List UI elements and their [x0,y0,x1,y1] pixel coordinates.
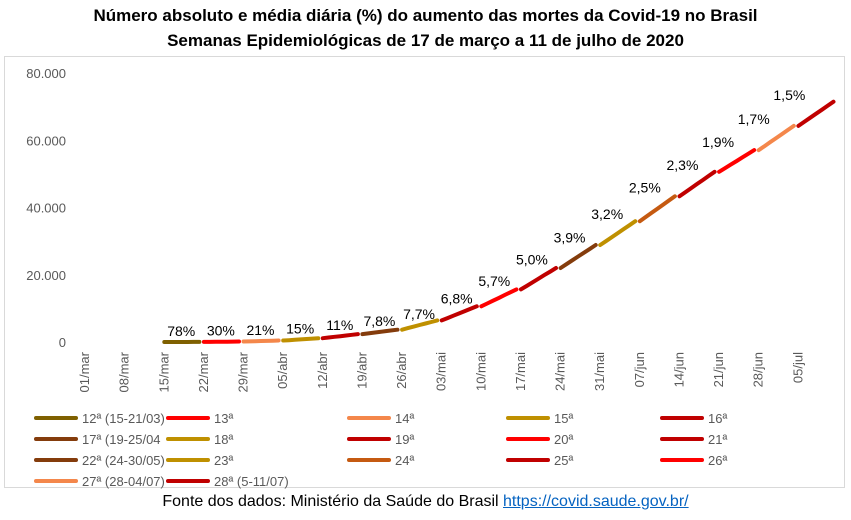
legend-label: 12ª (15-21/03) [82,411,165,426]
legend-label: 25ª [554,453,573,468]
percent-label: 2,3% [666,157,698,173]
x-tick-label: 12/abr [315,351,330,389]
x-tick-label: 08/mar [117,351,132,392]
percent-label: 21% [246,322,274,338]
x-tick-label: 28/jun [751,352,766,387]
percent-label: 7,8% [363,313,395,329]
legend-label: 24ª [395,453,414,468]
series-line [677,169,717,199]
percent-label: 5,7% [478,273,510,289]
legend-label: 16ª [708,411,727,426]
x-tick-label: 07/jun [632,352,647,387]
x-tick-label: 10/mai [473,352,488,391]
percent-label: 5,0% [516,252,548,268]
series-line [558,243,598,270]
percent-label: 1,7% [738,111,770,127]
percent-label: 7,7% [403,306,435,322]
percent-label: 11% [326,317,353,333]
x-tick-label: 21/jun [711,352,726,387]
legend-label: 23ª [214,453,233,468]
y-tick-label: 40.000 [26,201,66,216]
series-line [637,194,677,224]
percent-label: 3,2% [591,206,623,222]
percent-label: 30% [207,323,235,339]
legend-label: 22ª (24-30/05) [82,453,165,468]
x-tick-label: 26/abr [394,351,409,389]
series-line [281,336,321,343]
percent-label: 1,9% [702,134,734,150]
legend-label: 17ª (19-25/04 [82,432,161,447]
x-tick-label: 22/mar [196,351,211,392]
x-tick-label: 14/jun [671,352,686,387]
series-line [320,332,360,341]
percent-label: 15% [286,320,314,336]
y-tick-label: 0 [59,335,66,350]
series-line [241,338,281,344]
percent-label: 78% [167,323,195,339]
x-tick-label: 24/mai [553,352,568,391]
chart-subtitle: Semanas Epidemiológicas de 17 de março a… [167,31,684,50]
series-line [518,266,558,292]
legend-label: 19ª [395,432,414,447]
percent-label: 6,8% [441,290,473,306]
percent-label: 3,9% [554,230,586,246]
x-tick-label: 05/abr [275,351,290,389]
x-tick-label: 31/mai [592,352,607,391]
x-tick-label: 01/mar [77,351,92,392]
legend-label: 28ª (5-11/07) [214,474,289,489]
x-tick-label: 05/jul [790,352,805,383]
series-line [717,148,757,174]
y-tick-label: 80.000 [26,66,66,81]
series-line [598,219,638,247]
source-text: Fonte dos dados: Ministério da Saúde do … [162,493,504,510]
legend-label: 20ª [554,432,573,447]
legend-label: 18ª [214,432,233,447]
series-line [400,318,440,332]
legend-label: 15ª [554,411,573,426]
x-tick-label: 03/mai [434,352,449,391]
y-tick-label: 60.000 [26,133,66,148]
legend-label: 27ª (28-04/07) [82,474,165,489]
legend-label: 14ª [395,411,414,426]
x-tick-label: 15/mar [156,351,171,392]
series-line [360,327,400,337]
series-line [479,287,519,309]
legend-label: 13ª [214,411,233,426]
legend-label: 26ª [708,453,727,468]
chart-frame [4,56,845,488]
legend-label: 21ª [708,432,727,447]
percent-label: 1,5% [773,87,805,103]
series-line [756,123,796,153]
chart-title: Número absoluto e média diária (%) do au… [93,6,758,25]
percent-label: 2,5% [629,180,661,196]
y-tick-label: 20.000 [26,268,66,283]
x-tick-label: 17/mai [513,352,528,391]
series-line [796,99,836,128]
source-link[interactable]: https://covid.saude.gov.br/ [503,493,689,510]
series-line [439,304,479,323]
x-tick-label: 19/abr [354,351,369,389]
source-note: Fonte dos dados: Ministério da Saúde do … [0,493,851,511]
x-tick-label: 29/mar [236,351,251,392]
